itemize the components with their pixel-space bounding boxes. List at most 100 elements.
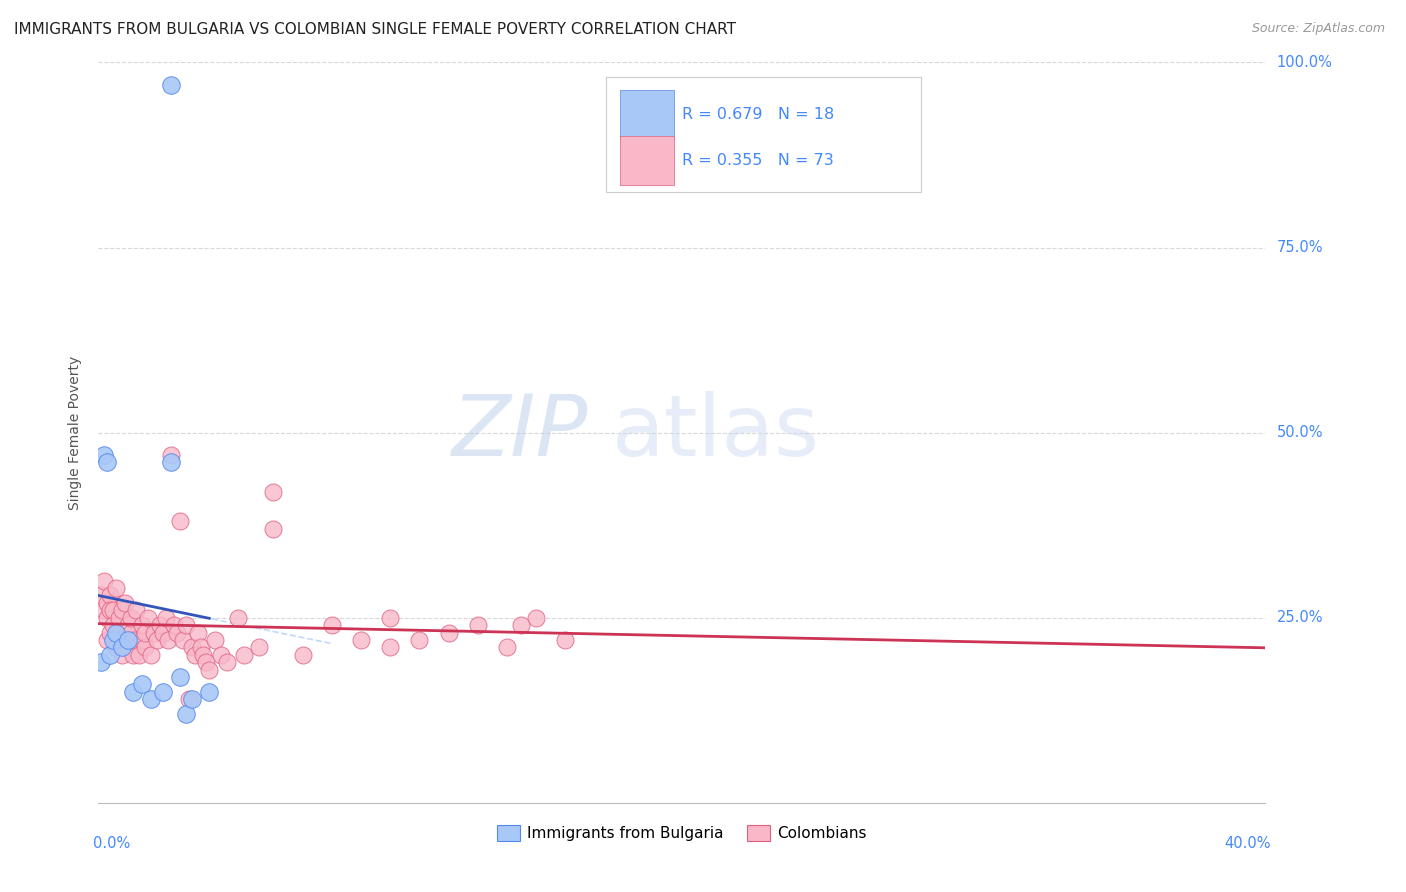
Point: [172, 632, 194, 647]
Point: [169, 670, 191, 684]
Point: [228, 610, 250, 624]
Point: [90, 655, 112, 669]
Point: [195, 655, 218, 669]
Point: [98, 648, 121, 662]
Point: [104, 581, 127, 595]
Point: [160, 78, 183, 92]
Point: [114, 632, 136, 647]
Point: [152, 625, 174, 640]
Point: [467, 618, 489, 632]
Point: [117, 618, 139, 632]
Text: R = 0.355   N = 73: R = 0.355 N = 73: [682, 153, 834, 169]
Point: [98, 625, 121, 640]
Point: [291, 648, 314, 662]
Text: 75.0%: 75.0%: [1277, 240, 1323, 255]
Point: [180, 640, 202, 655]
Point: [183, 648, 205, 662]
Point: [215, 655, 238, 669]
Y-axis label: Single Female Poverty: Single Female Poverty: [69, 356, 83, 509]
Point: [510, 618, 533, 632]
Point: [96, 596, 118, 610]
Point: [98, 589, 121, 603]
Point: [131, 632, 153, 647]
Point: [149, 618, 172, 632]
Point: [190, 640, 212, 655]
Point: [174, 706, 197, 721]
Text: Source: ZipAtlas.com: Source: ZipAtlas.com: [1251, 22, 1385, 36]
Point: [120, 625, 142, 640]
Point: [180, 692, 202, 706]
Point: [146, 632, 169, 647]
Point: [139, 692, 162, 706]
Point: [134, 640, 156, 655]
Point: [163, 618, 186, 632]
Text: 25.0%: 25.0%: [1277, 610, 1323, 625]
Text: atlas: atlas: [612, 391, 820, 475]
Point: [117, 640, 139, 655]
Point: [131, 677, 153, 691]
Point: [128, 648, 150, 662]
Point: [321, 618, 343, 632]
Point: [247, 640, 270, 655]
Point: [111, 603, 134, 617]
Point: [101, 632, 124, 647]
Point: [111, 640, 134, 655]
Point: [350, 632, 373, 647]
Point: [139, 648, 162, 662]
Point: [437, 625, 460, 640]
Point: [122, 685, 145, 699]
Point: [93, 574, 115, 588]
Point: [380, 640, 402, 655]
Point: [408, 632, 430, 647]
Point: [524, 610, 547, 624]
Text: 40.0%: 40.0%: [1225, 836, 1271, 851]
Point: [136, 610, 159, 624]
Legend: Immigrants from Bulgaria, Colombians: Immigrants from Bulgaria, Colombians: [491, 819, 873, 847]
FancyBboxPatch shape: [606, 78, 921, 192]
Point: [131, 618, 153, 632]
Point: [166, 625, 188, 640]
Point: [209, 648, 232, 662]
Point: [104, 625, 127, 640]
Text: R = 0.679   N = 18: R = 0.679 N = 18: [682, 107, 834, 122]
Point: [152, 685, 174, 699]
Point: [262, 522, 284, 536]
Point: [101, 618, 124, 632]
Point: [114, 596, 136, 610]
Point: [125, 603, 148, 617]
Point: [193, 648, 215, 662]
Point: [96, 610, 118, 624]
Text: 50.0%: 50.0%: [1277, 425, 1323, 440]
Point: [120, 610, 142, 624]
Point: [101, 603, 124, 617]
Point: [122, 648, 145, 662]
Point: [157, 632, 180, 647]
Point: [233, 648, 256, 662]
Point: [160, 448, 183, 462]
Point: [134, 625, 156, 640]
Point: [198, 663, 221, 677]
Point: [262, 484, 284, 499]
Point: [108, 632, 131, 647]
Text: IMMIGRANTS FROM BULGARIA VS COLOMBIAN SINGLE FEMALE POVERTY CORRELATION CHART: IMMIGRANTS FROM BULGARIA VS COLOMBIAN SI…: [14, 22, 737, 37]
Point: [496, 640, 519, 655]
Point: [96, 632, 118, 647]
Point: [98, 603, 121, 617]
Point: [177, 692, 200, 706]
Point: [122, 632, 145, 647]
Point: [104, 640, 127, 655]
Point: [198, 685, 221, 699]
Point: [155, 610, 177, 624]
Text: 0.0%: 0.0%: [93, 836, 129, 851]
Point: [187, 625, 209, 640]
Point: [160, 455, 183, 469]
Point: [93, 603, 115, 617]
Point: [142, 625, 165, 640]
Point: [93, 448, 115, 462]
Text: ZIP: ZIP: [453, 391, 589, 475]
FancyBboxPatch shape: [620, 136, 673, 186]
Point: [169, 515, 191, 529]
Point: [90, 589, 112, 603]
Point: [108, 610, 131, 624]
Point: [174, 618, 197, 632]
